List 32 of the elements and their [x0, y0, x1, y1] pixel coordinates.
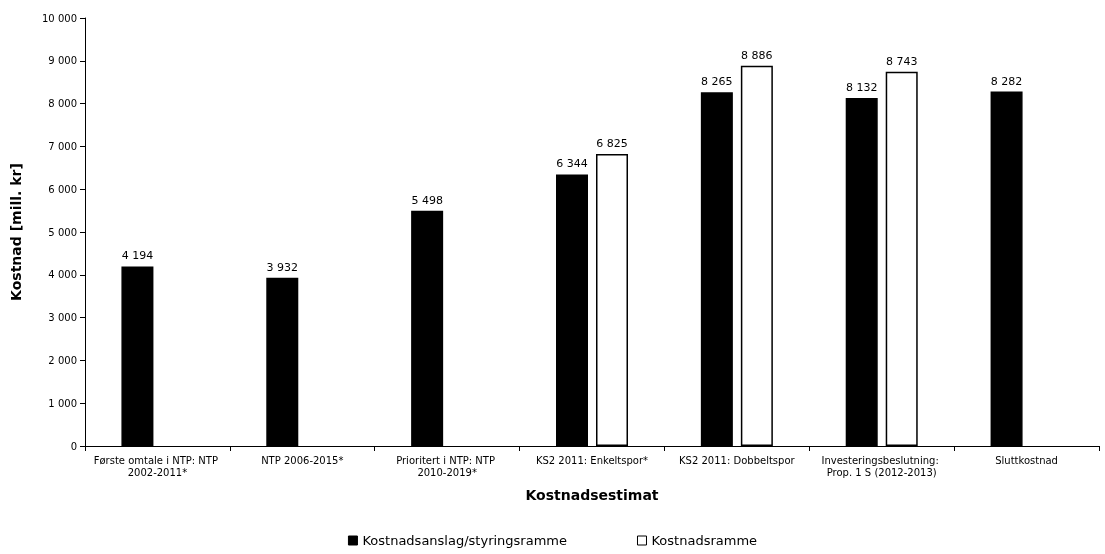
x-tick-label: Investeringsbeslutning: Prop. 1 S (2012-2013) [821, 454, 942, 478]
y-tick-label: 4 000 [48, 269, 77, 281]
data-label: 5 498 [411, 193, 443, 207]
data-label: 8 886 [741, 48, 773, 62]
legend-label: Kostnadsanslag/styringsramme [362, 533, 567, 548]
data-label: 4 194 [121, 249, 154, 263]
x-tick-label: KS2 2011: Enkeltspor* [535, 454, 649, 466]
y-tick-label: 3 000 [48, 312, 77, 324]
y-tick-label: 8 000 [48, 98, 77, 110]
x-tick-label: NTP 2006-2015* [261, 454, 344, 466]
x-axis-title: Kostnadsestimat [525, 487, 659, 503]
x-tick-label: Første omtale i NTP: NTP 2002-2011* [93, 454, 222, 478]
data-label: 8 265 [701, 75, 733, 89]
y-tick-label: 1 000 [48, 397, 77, 409]
data-label: 8 282 [990, 74, 1023, 88]
data-label: 6 825 [596, 136, 628, 150]
y-tick-label: 0 [70, 440, 77, 452]
y-tick-label: 10 000 [42, 12, 77, 24]
x-tick-label: Sluttkostnad [995, 454, 1058, 466]
y-tick-label: 9 000 [48, 55, 77, 67]
data-label: 8 132 [845, 80, 878, 94]
y-tick-label: 7 000 [48, 140, 77, 152]
y-tick-label: 2 000 [48, 354, 77, 366]
data-label: 6 344 [556, 157, 588, 171]
x-tick-label: KS2 2011: Dobbeltspor [679, 454, 796, 466]
x-tick-label: Prioritert i NTP: NTP 2010-2019* [396, 454, 499, 478]
legend-label: Kostnadsramme [651, 533, 758, 548]
y-tick-label: 5 000 [48, 226, 77, 238]
data-label: 8 743 [885, 54, 918, 68]
y-tick-label: 6 000 [48, 183, 77, 195]
y-axis-title: Kostnad [mill. kr] [8, 163, 24, 301]
data-label: 3 932 [266, 260, 299, 274]
